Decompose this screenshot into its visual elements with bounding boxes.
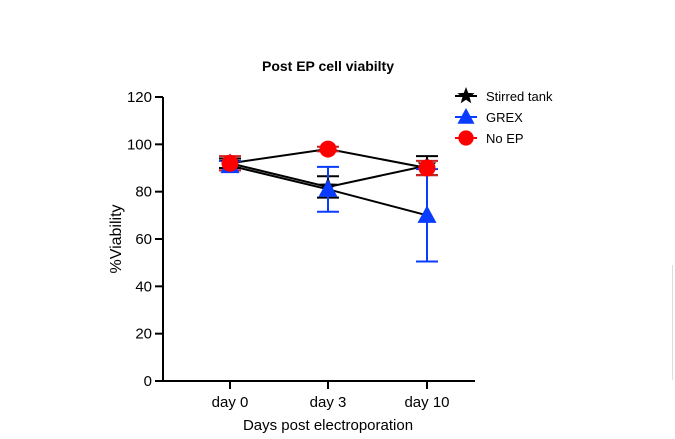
chart-title: Post EP cell viabilty	[262, 58, 394, 74]
triangle-marker	[417, 205, 437, 223]
y-tick-label: 100	[127, 136, 152, 153]
x-tick-label: day 10	[404, 394, 449, 411]
y-tick-label: 20	[135, 326, 152, 343]
star-marker	[457, 87, 475, 104]
x-tick-label: day 0	[212, 394, 249, 411]
y-axis-label: %Viability	[108, 204, 125, 273]
window-edge	[672, 265, 673, 380]
circle-marker	[418, 159, 436, 177]
y-tick-label: 0	[144, 373, 152, 390]
y-tick-label: 40	[135, 278, 152, 295]
legend-label: No EP	[486, 131, 524, 146]
y-tick-label: 120	[127, 89, 152, 106]
legend-label: Stirred tank	[486, 89, 553, 104]
circle-marker	[319, 140, 337, 158]
triangle-marker	[457, 108, 475, 124]
y-tick-label: 80	[135, 184, 152, 201]
circle-marker	[221, 154, 239, 172]
y-tick-label: 60	[135, 231, 152, 248]
triangle-marker	[318, 179, 338, 197]
circle-marker	[458, 130, 474, 146]
x-tick-label: day 3	[310, 394, 347, 411]
legend-label: GREX	[486, 110, 523, 125]
x-axis-label: Days post electroporation	[243, 417, 413, 434]
